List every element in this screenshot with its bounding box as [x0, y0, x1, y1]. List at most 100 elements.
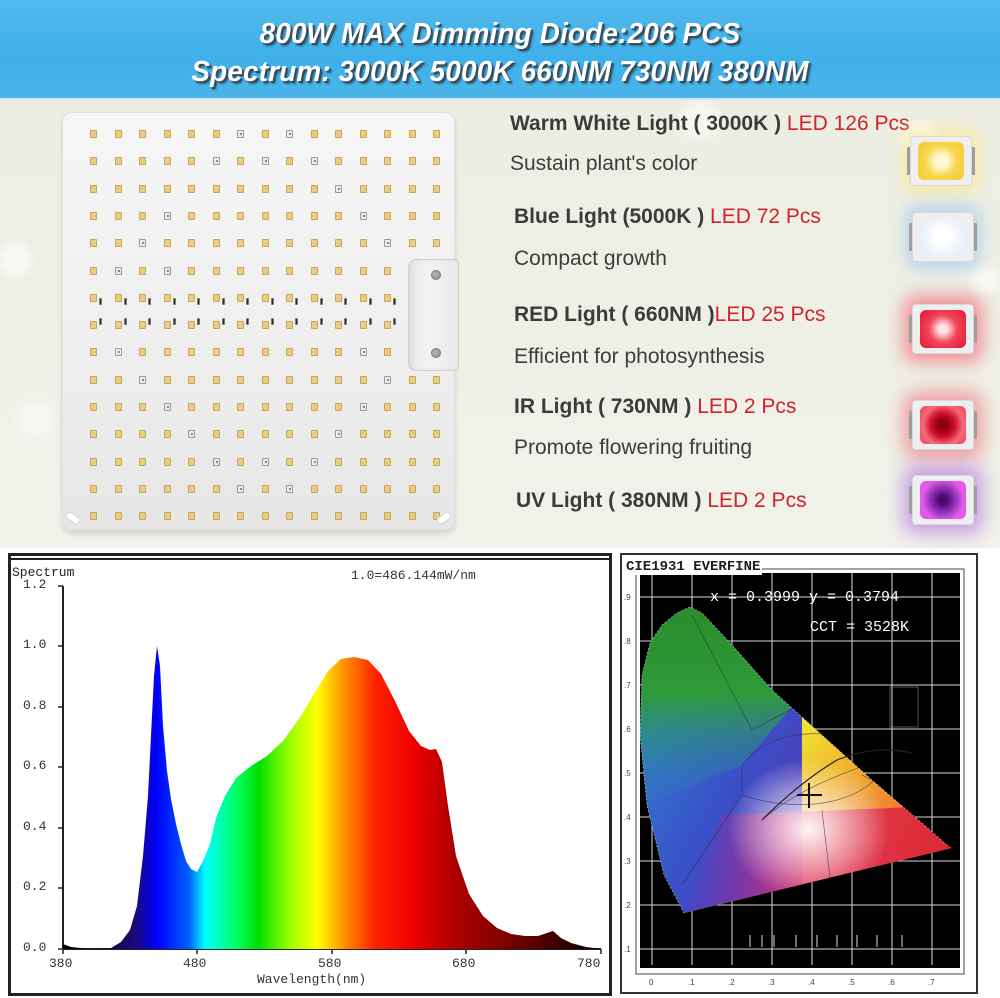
led-diode — [384, 348, 391, 357]
led-diode — [261, 211, 269, 220]
led-spec-desc: Compact growth — [514, 247, 667, 270]
led-diode — [163, 403, 171, 411]
led-diode — [408, 239, 416, 248]
led-diode — [310, 293, 318, 302]
blue-white-smd-icon — [909, 212, 977, 262]
red-ir-diode — [368, 297, 372, 305]
spectrum-chart: Spectrum 1.0=486.144mW/nm 0.0 0.2 0.4 0.… — [8, 553, 612, 996]
led-diode — [237, 457, 244, 466]
led-diode — [359, 184, 367, 193]
led-diode — [433, 375, 440, 384]
led-diode — [433, 403, 440, 411]
led-diode — [163, 512, 171, 521]
led-diode — [261, 403, 269, 411]
led-diode — [212, 184, 220, 193]
led-diode — [237, 157, 244, 166]
red-ir-diode — [295, 318, 298, 326]
led-board-image — [62, 112, 459, 530]
led-diode — [359, 457, 367, 466]
led-diode — [114, 130, 122, 138]
led-diode — [163, 375, 171, 384]
led-diode — [212, 211, 220, 220]
led-diode — [408, 512, 416, 521]
cie-cct-value: CCT = 3528K — [810, 619, 910, 636]
spectrum-ylabel: Spectrum — [12, 565, 75, 580]
led-diode — [433, 157, 440, 166]
x-tick-label: 480 — [183, 956, 207, 971]
led-diode — [90, 211, 97, 220]
led-diode — [286, 211, 293, 220]
led-diode — [310, 266, 318, 275]
led-diode — [90, 130, 97, 138]
red-ir-diode — [148, 318, 151, 326]
led-diode — [114, 348, 122, 357]
led-diode — [384, 321, 391, 330]
svg-text:.3: .3 — [624, 857, 631, 866]
led-diode — [384, 239, 391, 248]
y-tick-label: 0.6 — [23, 758, 47, 773]
led-spec-desc: Promote flowering fruiting — [514, 436, 753, 459]
led-diode — [384, 211, 391, 220]
led-diode — [188, 375, 195, 384]
led-diode — [212, 293, 220, 302]
led-diode — [114, 293, 122, 302]
led-diode — [188, 184, 195, 193]
header-banner: 800W MAX Dimming Diode:206 PCS Spectrum:… — [0, 0, 1000, 100]
svg-text:.4: .4 — [624, 813, 631, 822]
led-diode — [310, 157, 318, 166]
led-diode — [139, 430, 146, 439]
led-diode — [261, 457, 269, 466]
led-diode — [286, 293, 293, 302]
led-diode — [261, 321, 269, 330]
led-diode — [188, 293, 195, 302]
y-tick-label: 1.2 — [23, 577, 47, 592]
led-diode — [90, 239, 97, 248]
led-diode — [433, 211, 440, 220]
led-diode — [163, 484, 171, 493]
led-diode — [261, 375, 269, 384]
led-diode — [433, 430, 440, 439]
led-diode — [212, 266, 220, 275]
screw-icon — [431, 270, 441, 280]
led-count: LED 25 Pcs — [714, 303, 826, 326]
led-diode — [335, 184, 342, 193]
led-diode — [139, 457, 146, 466]
led-diode — [188, 211, 195, 220]
x-tick-label: 680 — [452, 956, 476, 971]
led-diode — [114, 512, 122, 521]
screw-icon — [431, 348, 441, 358]
led-diode — [408, 403, 416, 411]
led-diode — [335, 457, 342, 466]
red-ir-diode — [368, 318, 372, 326]
led-diode — [237, 321, 244, 330]
led-diode — [139, 484, 146, 493]
led-diode — [188, 348, 195, 357]
led-diode — [139, 130, 146, 138]
led-diode — [163, 266, 171, 275]
led-diode — [384, 375, 391, 384]
led-diode — [114, 430, 122, 439]
led-diode — [286, 484, 293, 493]
red-ir-diode — [246, 318, 249, 326]
led-diode — [237, 403, 244, 411]
y-tick-label: 1.0 — [23, 637, 47, 652]
led-diode — [139, 403, 146, 411]
led-spec-desc: Sustain plant's color — [510, 152, 698, 175]
led-diode — [188, 430, 195, 439]
x-tick-label: 380 — [49, 956, 73, 971]
led-diode — [237, 184, 244, 193]
red-ir-diode — [393, 318, 396, 326]
led-diode — [433, 484, 440, 493]
led-diode — [90, 321, 97, 330]
led-diode — [384, 457, 391, 466]
svg-text:.4: .4 — [808, 978, 815, 987]
led-count: LED 72 Pcs — [710, 205, 821, 228]
led-diode — [139, 157, 146, 166]
x-tick-label: 780 — [577, 956, 601, 971]
power-connector — [408, 259, 459, 371]
led-diode — [335, 157, 342, 166]
led-diode — [212, 484, 220, 493]
led-diode — [261, 130, 269, 138]
led-diode — [188, 403, 195, 411]
led-diode — [384, 293, 391, 302]
